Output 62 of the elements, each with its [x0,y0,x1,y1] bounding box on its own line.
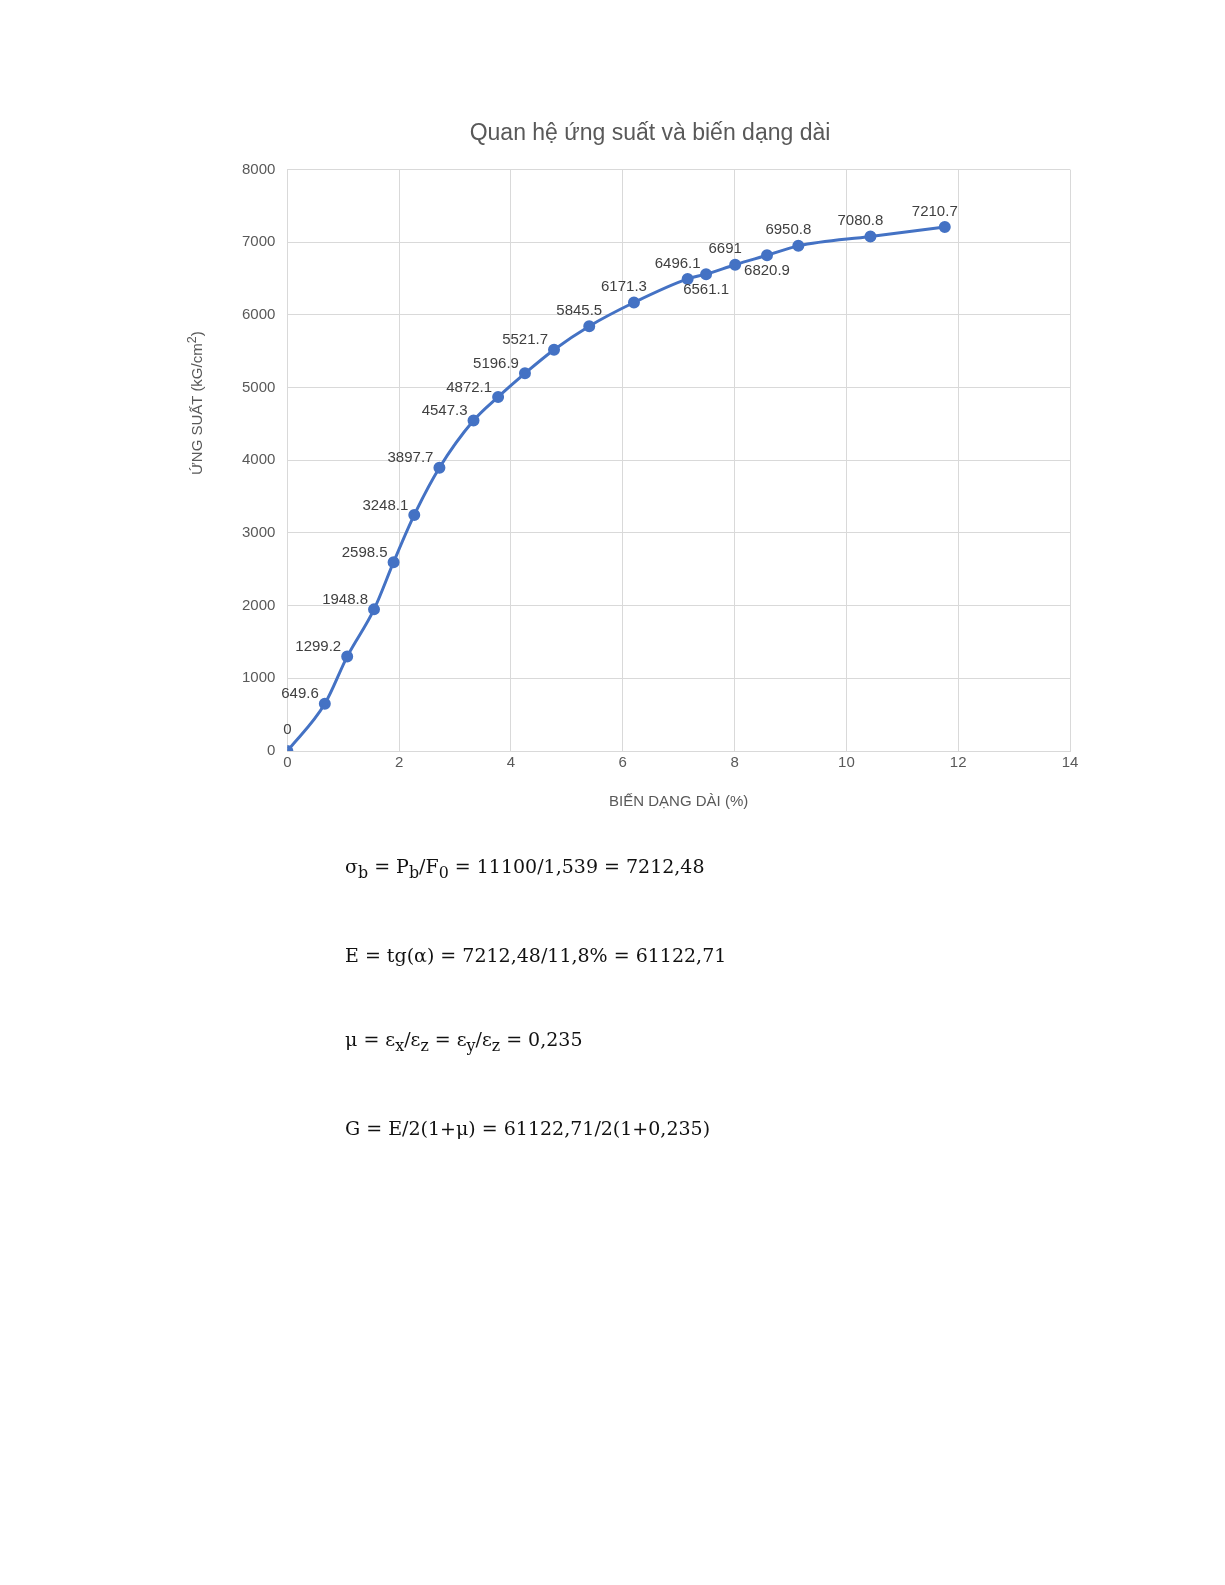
point [583,320,596,333]
data-label: 6496.1 [654,253,701,271]
text: E = tg(α) = 7212,48/11,8% = 61122,71 [345,943,727,966]
x-axis-title: BIẾN DẠNG DÀI (%) [609,792,749,810]
data-label: 649.6 [281,684,319,702]
x-tick-label: 10 [838,753,855,771]
point [387,556,400,569]
y-tick-label: 0 [267,741,276,759]
data-label: 3248.1 [362,495,409,513]
point [518,367,531,380]
data-label: 7210.7 [911,201,958,219]
data-label: 1299.2 [295,637,342,655]
point [627,296,640,309]
data-label: 4872.1 [446,377,493,395]
y-tick-label: 7000 [241,232,276,250]
point [341,650,354,663]
point [792,239,805,252]
point [433,461,446,474]
data-label: 6820.9 [744,260,790,278]
y-tick-label: 6000 [241,305,276,323]
point [467,414,480,427]
point [318,697,331,710]
text: σ$_{b}$ = P$_{b}$/F$_{0}$ = 11100/1,539 = 7212,48 [345,855,706,882]
y-tick-label: 3000 [241,523,276,541]
point [408,508,421,521]
x-tick-label: 0 [283,753,292,771]
point [700,268,713,281]
y-tick-label: 8000 [241,159,276,177]
data-label: 0 [283,719,292,737]
data-label: 6171.3 [601,277,647,295]
data-label: 3897.7 [387,448,434,466]
data-label: 2598.5 [341,542,388,560]
point [864,230,877,243]
text: μ = ε$_{x}$/ε$_{z}$ = ε$_{y}$/ε$_{z}$ = 0,235 [345,1027,583,1055]
y-tick-label: 2000 [241,595,276,613]
data-label: 7080.8 [837,211,884,229]
y-tick-label: 5000 [241,377,276,395]
data-label: 4547.3 [421,401,468,419]
point [492,390,505,403]
x-tick-label: 12 [949,753,967,771]
data-label: 6950.8 [765,220,812,238]
y-tick-label: 1000 [241,668,276,686]
point [681,272,694,285]
x-tick-label: 14 [1061,753,1079,771]
text: G = E/2(1+μ) = 61122,71/2(1+0,235) [345,1116,712,1139]
data-label: 5521.7 [502,330,549,348]
x-tick-label: 2 [395,753,404,771]
data-label: 5196.9 [473,353,519,371]
data-label: 6561.1 [683,279,730,297]
point [548,343,561,356]
point [368,603,381,616]
point [761,249,774,262]
data-label: 6691 [708,239,742,257]
x-tick-label: 8 [730,753,739,771]
point [938,220,951,233]
chart-title: Quan hệ ứng suất và biến dạng dài [469,119,831,146]
x-tick-label: 4 [506,753,516,771]
x-tick-label: 6 [618,753,627,771]
data-label: 5845.5 [556,300,603,318]
data-label: 1948.8 [322,590,369,608]
y-tick-label: 4000 [241,450,276,468]
point [729,258,742,271]
